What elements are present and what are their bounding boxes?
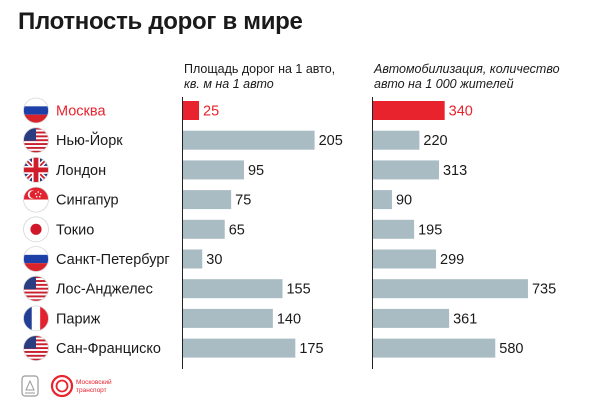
left-header-line-2: кв. м на 1 авто <box>184 77 274 91</box>
road-area-bar <box>183 219 225 239</box>
motorization-value-label: 361 <box>453 311 477 327</box>
right-column-header: Автомобилизация, количество авто на 1 00… <box>374 62 560 92</box>
motorization-value-label: 580 <box>499 341 523 357</box>
road-area-value-label: 205 <box>319 133 343 149</box>
us-flag-icon <box>23 335 49 362</box>
fr-flag-icon <box>23 305 49 332</box>
ru-flag-icon <box>23 246 49 272</box>
road-area-bar <box>183 249 203 269</box>
ru-flag-icon <box>23 97 49 124</box>
motorization-bar <box>373 279 528 299</box>
city-label: Лос-Анджелес <box>56 282 153 298</box>
right-header-line-2: авто на 1 000 жителей <box>374 77 514 91</box>
road-area-value-label: 155 <box>286 282 310 298</box>
right-axis-line <box>372 97 373 369</box>
right-header-line-1: Автомобилизация, количество <box>374 62 560 76</box>
city-label: Нью-Йорк <box>56 131 123 149</box>
motorization-value-label: 313 <box>443 163 467 179</box>
road-area-bar <box>183 338 296 358</box>
road-area-bar <box>183 160 244 180</box>
road-area-value-label: 75 <box>235 193 251 209</box>
city-label: Токио <box>56 222 94 238</box>
city-label: Москва <box>56 104 106 120</box>
road-area-value-label: 175 <box>299 341 323 357</box>
motorization-value-label: 735 <box>532 282 556 298</box>
transport-logo-text-2: транспорт <box>76 387 107 394</box>
road-area-value-label: 25 <box>203 104 219 120</box>
road-area-value-label: 30 <box>206 252 222 268</box>
footer-logos: Московский транспорт <box>20 372 150 407</box>
motorization-bar <box>373 190 392 210</box>
road-area-bar <box>183 308 273 328</box>
motorization-bar <box>373 308 450 328</box>
motorization-bar <box>373 249 437 269</box>
motorization-value-label: 340 <box>449 104 473 120</box>
road-area-bar <box>183 279 283 299</box>
motorization-value-label: 299 <box>440 252 464 268</box>
uk-flag-icon <box>23 156 49 183</box>
motorization-bar <box>373 219 415 239</box>
road-area-bar <box>183 101 200 120</box>
moscow-transport-logo-icon: Московский транспорт <box>50 374 112 398</box>
road-area-value-label: 65 <box>229 222 245 238</box>
motorization-bar <box>373 130 420 150</box>
city-label: Санкт-Петербург <box>56 252 170 268</box>
motorization-value-label: 90 <box>396 193 412 209</box>
city-label: Париж <box>56 311 101 327</box>
moscow-emblem-icon <box>21 375 39 397</box>
page-title: Плотность дорог в мире <box>18 8 303 35</box>
motorization-bar <box>373 338 496 358</box>
motorization-value-label: 195 <box>418 222 442 238</box>
transport-logo-text-1: Московский <box>76 378 112 386</box>
us-flag-icon <box>23 127 49 154</box>
road-area-bar <box>183 190 232 210</box>
left-column-header: Площадь дорог на 1 авто, кв. м на 1 авто <box>184 62 335 92</box>
left-axis-line <box>182 97 183 369</box>
city-label: Сингапур <box>56 193 119 209</box>
motorization-value-label: 220 <box>423 133 447 149</box>
road-area-value-label: 140 <box>277 311 301 327</box>
jp-flag-icon <box>23 216 49 243</box>
footer-logo-group: Московский транспорт <box>21 374 112 398</box>
left-header-line-1: Площадь дорог на 1 авто, <box>184 62 336 76</box>
motorization-bar <box>373 101 445 120</box>
city-label: Лондон <box>56 163 106 179</box>
road-area-value-label: 95 <box>248 163 264 179</box>
motorization-bar <box>373 160 439 180</box>
city-label: Сан-Франциско <box>56 341 161 357</box>
sg-flag-icon <box>23 186 49 213</box>
us-flag-icon <box>23 275 49 302</box>
road-area-bar <box>183 130 315 150</box>
